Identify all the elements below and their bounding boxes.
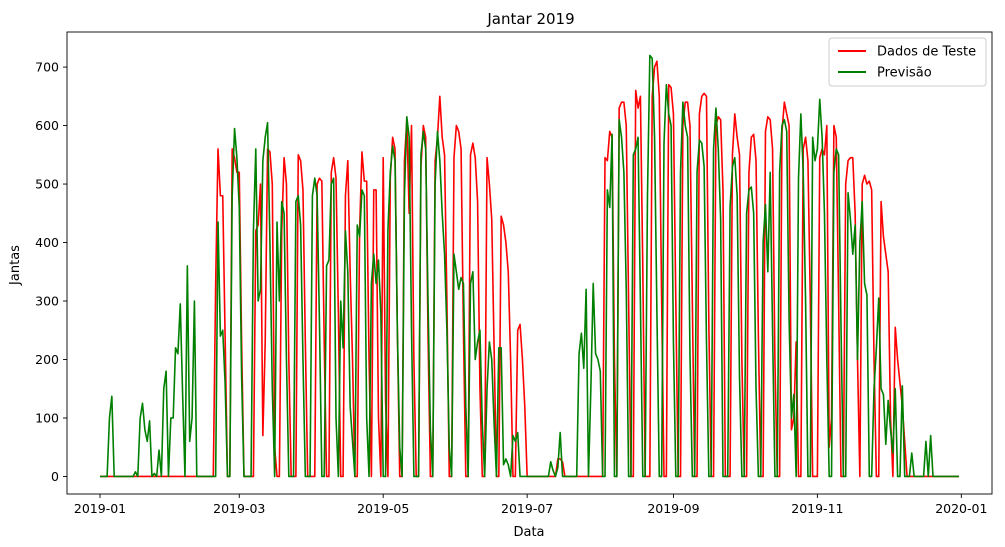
y-tick-label: 0 (51, 469, 59, 484)
legend-label: Dados de Teste (877, 45, 976, 60)
x-tick-label: 2019-03 (213, 501, 265, 516)
plot-area (66, 31, 993, 495)
y-tick-label: 600 (35, 118, 59, 133)
y-axis: 0 100 200 300 400 500 600 700 (35, 60, 67, 484)
y-tick-label: 700 (35, 60, 59, 75)
chart-title: Jantar 2019 (486, 10, 574, 28)
plot-frame (66, 31, 993, 495)
series-line-previsao (100, 54, 959, 478)
legend-box (828, 37, 987, 87)
x-tick-label: 2019-07 (501, 501, 553, 516)
x-tick-label: 2020-01 (935, 501, 987, 516)
x-tick-label: 2019-09 (647, 501, 699, 516)
y-tick-label: 400 (35, 235, 59, 250)
y-tick-label: 300 (35, 294, 59, 309)
y-tick-label: 500 (35, 177, 59, 192)
x-axis: 2019-01 2019-03 2019-05 2019-07 2019-09 2019-… (74, 494, 987, 516)
x-tick-label: 2019-05 (357, 501, 409, 516)
x-tick-label: 2019-01 (74, 501, 126, 516)
legend-label: Previsão (877, 66, 932, 81)
x-tick-label: 2019-11 (791, 501, 843, 516)
x-axis-label: Data (513, 525, 544, 540)
y-axis-label: Jantas (8, 245, 23, 286)
legend: Dados de Teste Previsão (828, 37, 987, 87)
y-tick-label: 200 (35, 352, 59, 367)
y-tick-label: 100 (35, 410, 59, 425)
